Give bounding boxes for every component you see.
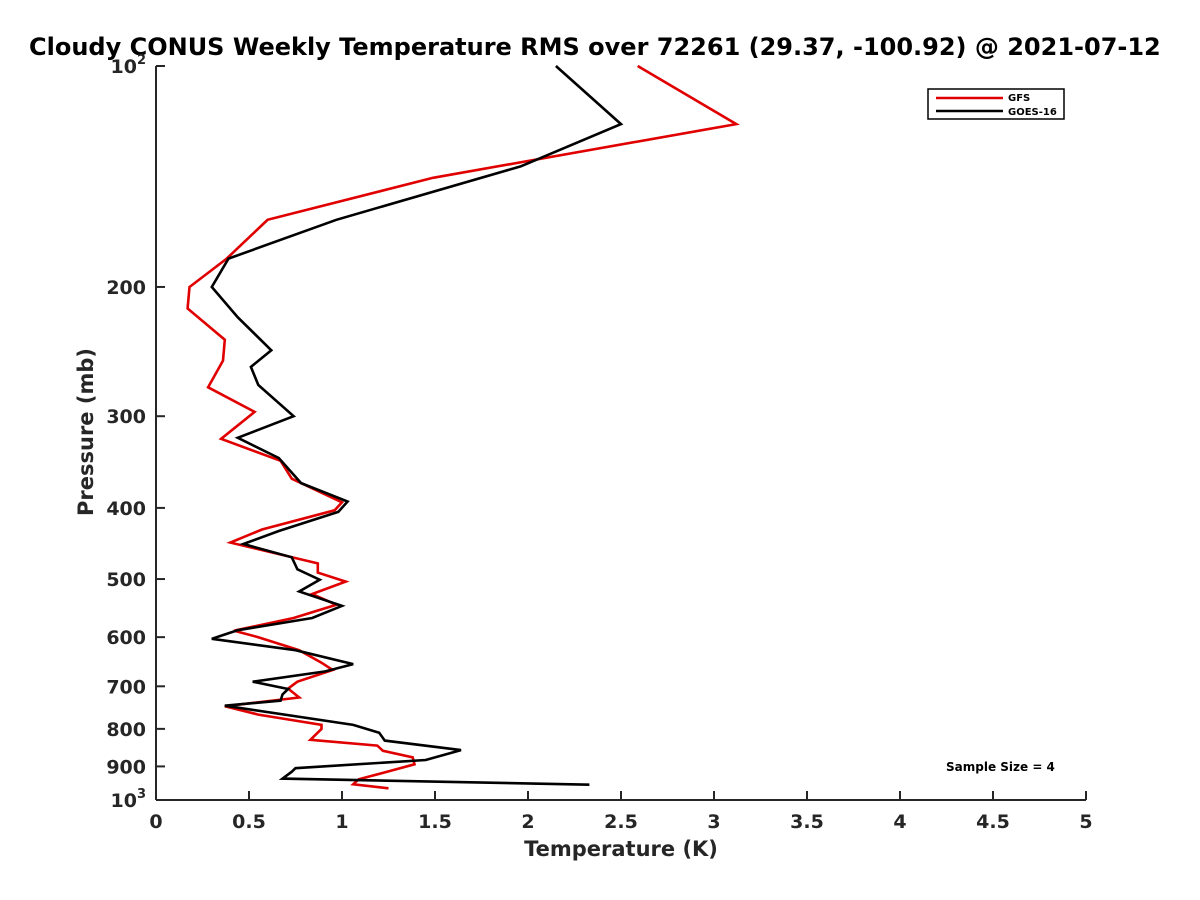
- legend-label-goes16: GOES-16: [1008, 107, 1057, 118]
- y-tick-label: 800: [106, 719, 146, 741]
- x-tick-label: 2: [521, 811, 534, 833]
- x-tick-label: 3: [707, 811, 720, 833]
- x-tick-label: 1.5: [418, 811, 452, 833]
- x-tick-label: 0: [149, 811, 162, 833]
- y-axis-ticks: 102 200 300 400 500 600 700 800 900 103: [106, 53, 165, 812]
- legend-box: [927, 88, 1065, 120]
- chart-title: Cloudy CONUS Weekly Temperature RMS over…: [29, 33, 1161, 61]
- y-tick-label: 400: [106, 498, 146, 520]
- legend: GFS GOES-16: [927, 88, 1065, 120]
- x-tick-label: 1: [335, 811, 348, 833]
- x-tick-label: 4.5: [976, 811, 1010, 833]
- y-tick-label: 200: [106, 277, 146, 299]
- y-tick-label: 700: [106, 676, 146, 698]
- y-tick-label: 600: [106, 627, 146, 649]
- x-axis-ticks: 0 0.5 1 1.5 2 2.5 3 3.5 4 4.5 5: [149, 791, 1093, 833]
- x-tick-label: 3.5: [790, 811, 824, 833]
- legend-label-gfs: GFS: [1008, 93, 1030, 104]
- x-tick-label: 4: [893, 811, 906, 833]
- x-tick-label: 2.5: [604, 811, 638, 833]
- x-tick-label: 5: [1079, 811, 1092, 833]
- x-axis-label: Temperature (K): [524, 837, 718, 861]
- y-tick-label: 500: [106, 569, 146, 591]
- sample-size-annotation: Sample Size = 4: [946, 760, 1055, 774]
- y-tick-label: 300: [106, 406, 146, 428]
- series-layer: [186, 64, 740, 790]
- y-axis-label: Pressure (mb): [74, 348, 98, 516]
- y-tick-label: 900: [106, 756, 146, 778]
- x-tick-label: 0.5: [232, 811, 266, 833]
- y-tick-label: 102: [111, 53, 147, 78]
- y-tick-label: 103: [111, 787, 147, 812]
- series-line-goes16: [210, 65, 624, 786]
